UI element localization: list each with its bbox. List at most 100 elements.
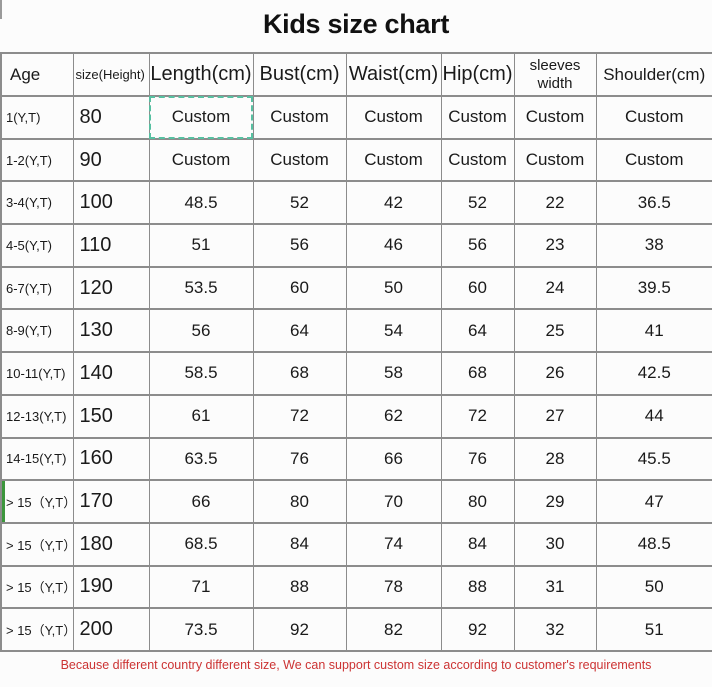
cell-r1-c5[interactable]: Custom xyxy=(440,137,515,183)
cell-r5-c7[interactable]: 41 xyxy=(595,308,712,354)
cell-r11-c4[interactable]: 78 xyxy=(345,564,442,610)
cell-r5-c4[interactable]: 54 xyxy=(345,308,442,354)
cell-r10-c1[interactable]: 180 xyxy=(72,521,150,567)
cell-r1-c4[interactable]: Custom xyxy=(345,137,442,183)
cell-r11-c2[interactable]: 71 xyxy=(148,564,254,610)
cell-r5-c3[interactable]: 64 xyxy=(252,308,347,354)
cell-r2-c1[interactable]: 100 xyxy=(72,180,150,226)
cell-r7-c5[interactable]: 72 xyxy=(440,393,515,439)
cell-r12-c0[interactable]: > 15（Y,T） xyxy=(0,607,74,652)
cell-r9-c2[interactable]: 66 xyxy=(148,479,254,524)
cell-r12-c6[interactable]: 32 xyxy=(513,607,597,652)
header-cell-7[interactable]: Shoulder(cm) xyxy=(595,52,712,97)
cell-r1-c6[interactable]: Custom xyxy=(513,137,597,183)
cell-r4-c0[interactable]: 6-7(Y,T) xyxy=(0,265,74,311)
cell-r2-c2[interactable]: 48.5 xyxy=(148,180,254,226)
cell-r0-c7[interactable]: Custom xyxy=(595,95,712,140)
cell-r7-c4[interactable]: 62 xyxy=(345,393,442,439)
cell-r8-c4[interactable]: 66 xyxy=(345,436,442,482)
cell-r8-c5[interactable]: 76 xyxy=(440,436,515,482)
cell-r12-c1[interactable]: 200 xyxy=(72,607,150,652)
cell-r12-c7[interactable]: 51 xyxy=(595,607,712,652)
cell-r4-c3[interactable]: 60 xyxy=(252,265,347,311)
header-cell-6[interactable]: sleeves width xyxy=(513,52,597,97)
cell-r3-c6[interactable]: 23 xyxy=(513,223,597,268)
cell-r11-c6[interactable]: 31 xyxy=(513,564,597,610)
cell-r3-c7[interactable]: 38 xyxy=(595,223,712,268)
cell-r9-c3[interactable]: 80 xyxy=(252,479,347,524)
cell-r9-c0[interactable]: > 15（Y,T） xyxy=(0,479,74,524)
header-cell-4[interactable]: Waist(cm) xyxy=(345,52,442,97)
cell-r5-c2[interactable]: 56 xyxy=(148,308,254,354)
cell-r1-c1[interactable]: 90 xyxy=(72,137,150,183)
cell-r3-c2[interactable]: 51 xyxy=(148,223,254,268)
cell-r8-c2[interactable]: 63.5 xyxy=(148,436,254,482)
cell-r2-c5[interactable]: 52 xyxy=(440,180,515,226)
cell-r6-c3[interactable]: 68 xyxy=(252,351,347,396)
cell-r7-c3[interactable]: 72 xyxy=(252,393,347,439)
header-cell-1[interactable]: size(Height) xyxy=(72,52,150,97)
cell-r10-c7[interactable]: 48.5 xyxy=(595,521,712,567)
cell-r10-c5[interactable]: 84 xyxy=(440,521,515,567)
cell-r5-c1[interactable]: 130 xyxy=(72,308,150,354)
cell-r9-c4[interactable]: 70 xyxy=(345,479,442,524)
cell-r8-c3[interactable]: 76 xyxy=(252,436,347,482)
cell-r11-c0[interactable]: > 15（Y,T） xyxy=(0,564,74,610)
cell-r7-c1[interactable]: 150 xyxy=(72,393,150,439)
cell-r11-c5[interactable]: 88 xyxy=(440,564,515,610)
cell-r1-c3[interactable]: Custom xyxy=(252,137,347,183)
cell-r5-c5[interactable]: 64 xyxy=(440,308,515,354)
cell-r0-c3[interactable]: Custom xyxy=(252,95,347,140)
cell-r9-c5[interactable]: 80 xyxy=(440,479,515,524)
cell-r1-c2[interactable]: Custom xyxy=(148,137,254,183)
cell-r6-c4[interactable]: 58 xyxy=(345,351,442,396)
cell-r12-c4[interactable]: 82 xyxy=(345,607,442,652)
cell-r11-c3[interactable]: 88 xyxy=(252,564,347,610)
cell-r4-c4[interactable]: 50 xyxy=(345,265,442,311)
cell-r1-c0[interactable]: 1-2(Y,T) xyxy=(0,137,74,183)
cell-r0-c2[interactable]: Custom xyxy=(148,95,254,140)
cell-r7-c0[interactable]: 12-13(Y,T) xyxy=(0,393,74,439)
cell-r8-c6[interactable]: 28 xyxy=(513,436,597,482)
cell-r10-c0[interactable]: > 15（Y,T） xyxy=(0,521,74,567)
cell-r7-c2[interactable]: 61 xyxy=(148,393,254,439)
cell-r11-c7[interactable]: 50 xyxy=(595,564,712,610)
cell-r3-c0[interactable]: 4-5(Y,T) xyxy=(0,223,74,268)
cell-r8-c0[interactable]: 14-15(Y,T) xyxy=(0,436,74,482)
cell-r4-c5[interactable]: 60 xyxy=(440,265,515,311)
cell-r3-c5[interactable]: 56 xyxy=(440,223,515,268)
cell-r9-c6[interactable]: 29 xyxy=(513,479,597,524)
cell-r2-c3[interactable]: 52 xyxy=(252,180,347,226)
cell-r1-c7[interactable]: Custom xyxy=(595,137,712,183)
cell-r6-c2[interactable]: 58.5 xyxy=(148,351,254,396)
cell-r6-c7[interactable]: 42.5 xyxy=(595,351,712,396)
cell-r7-c6[interactable]: 27 xyxy=(513,393,597,439)
cell-r11-c1[interactable]: 190 xyxy=(72,564,150,610)
cell-r4-c1[interactable]: 120 xyxy=(72,265,150,311)
cell-r5-c6[interactable]: 25 xyxy=(513,308,597,354)
header-cell-0[interactable]: Age xyxy=(0,52,74,97)
cell-r6-c5[interactable]: 68 xyxy=(440,351,515,396)
cell-r10-c2[interactable]: 68.5 xyxy=(148,521,254,567)
cell-r9-c7[interactable]: 47 xyxy=(595,479,712,524)
cell-r3-c1[interactable]: 110 xyxy=(72,223,150,268)
cell-r2-c0[interactable]: 3-4(Y,T) xyxy=(0,180,74,226)
cell-r3-c4[interactable]: 46 xyxy=(345,223,442,268)
cell-r12-c3[interactable]: 92 xyxy=(252,607,347,652)
cell-r5-c0[interactable]: 8-9(Y,T) xyxy=(0,308,74,354)
cell-r3-c3[interactable]: 56 xyxy=(252,223,347,268)
cell-r0-c1[interactable]: 80 xyxy=(72,95,150,140)
cell-r12-c2[interactable]: 73.5 xyxy=(148,607,254,652)
cell-r8-c1[interactable]: 160 xyxy=(72,436,150,482)
cell-r6-c6[interactable]: 26 xyxy=(513,351,597,396)
cell-r0-c0[interactable]: 1(Y,T) xyxy=(0,95,74,140)
cell-r2-c7[interactable]: 36.5 xyxy=(595,180,712,226)
cell-r2-c6[interactable]: 22 xyxy=(513,180,597,226)
cell-r7-c7[interactable]: 44 xyxy=(595,393,712,439)
cell-r8-c7[interactable]: 45.5 xyxy=(595,436,712,482)
cell-r10-c6[interactable]: 30 xyxy=(513,521,597,567)
cell-r9-c1[interactable]: 170 xyxy=(72,479,150,524)
cell-r2-c4[interactable]: 42 xyxy=(345,180,442,226)
header-cell-5[interactable]: Hip(cm) xyxy=(440,52,515,97)
cell-r4-c2[interactable]: 53.5 xyxy=(148,265,254,311)
